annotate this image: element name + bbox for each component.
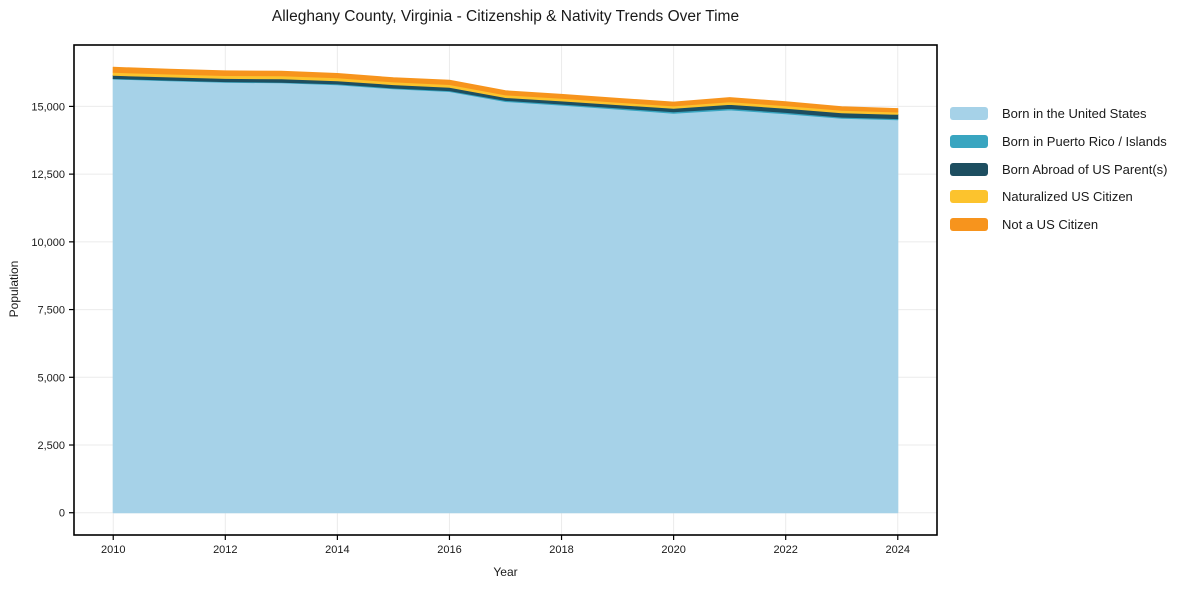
y-tick-label: 15,000 xyxy=(31,101,65,113)
legend-item-born-abroad-us-parents: Born Abroad of US Parent(s) xyxy=(950,155,1167,183)
x-tick-label: 2022 xyxy=(773,544,797,556)
area-not-a-us-citizen xyxy=(112,66,899,113)
y-tick-label: 0 xyxy=(59,508,65,520)
y-tick-label: 7,500 xyxy=(37,305,65,317)
y-tick-label: 5,000 xyxy=(37,372,65,384)
legend: Born in the United States Born in Puerto … xyxy=(950,100,1167,238)
legend-item-born-in-puerto-rico-islands: Born in Puerto Rico / Islands xyxy=(950,128,1167,156)
legend-swatch-born-in-us xyxy=(950,107,988,121)
x-tick-label: 2020 xyxy=(661,544,685,556)
x-tick-label: 2014 xyxy=(325,544,349,556)
x-tick-label: 2010 xyxy=(101,544,125,556)
legend-swatch-born-in-puerto-rico-islands xyxy=(950,135,988,149)
x-tick-label: 2018 xyxy=(549,544,573,556)
legend-swatch-naturalized-us-citizen xyxy=(950,190,988,204)
legend-item-naturalized-us-citizen: Naturalized US Citizen xyxy=(950,183,1167,211)
legend-swatch-born-abroad-us-parents xyxy=(950,162,988,176)
legend-swatch-not-a-us-citizen xyxy=(950,218,988,232)
legend-item-born-in-us: Born in the United States xyxy=(950,100,1167,128)
legend-item-not-a-us-citizen: Not a US Citizen xyxy=(950,211,1167,239)
chart-title: Alleghany County, Virginia - Citizenship… xyxy=(271,8,740,25)
area-born-in-us xyxy=(112,78,899,514)
legend-label: Born Abroad of US Parent(s) xyxy=(1002,161,1168,177)
legend-label: Not a US Citizen xyxy=(1002,217,1099,233)
legend-label: Naturalized US Citizen xyxy=(1002,189,1133,205)
legend-label: Born in the United States xyxy=(1002,106,1147,122)
y-tick-label: 2,500 xyxy=(37,440,65,452)
plot-border xyxy=(73,44,938,536)
x-axis-label: Year xyxy=(493,565,518,579)
x-tick-label: 2016 xyxy=(437,544,461,556)
y-tick-label: 10,000 xyxy=(31,237,65,249)
y-axis-label: Population xyxy=(7,260,21,318)
legend-label: Born in Puerto Rico / Islands xyxy=(1002,134,1167,150)
x-tick-label: 2024 xyxy=(886,544,910,556)
x-tick-label: 2012 xyxy=(213,544,237,556)
y-tick-label: 12,500 xyxy=(31,169,65,181)
